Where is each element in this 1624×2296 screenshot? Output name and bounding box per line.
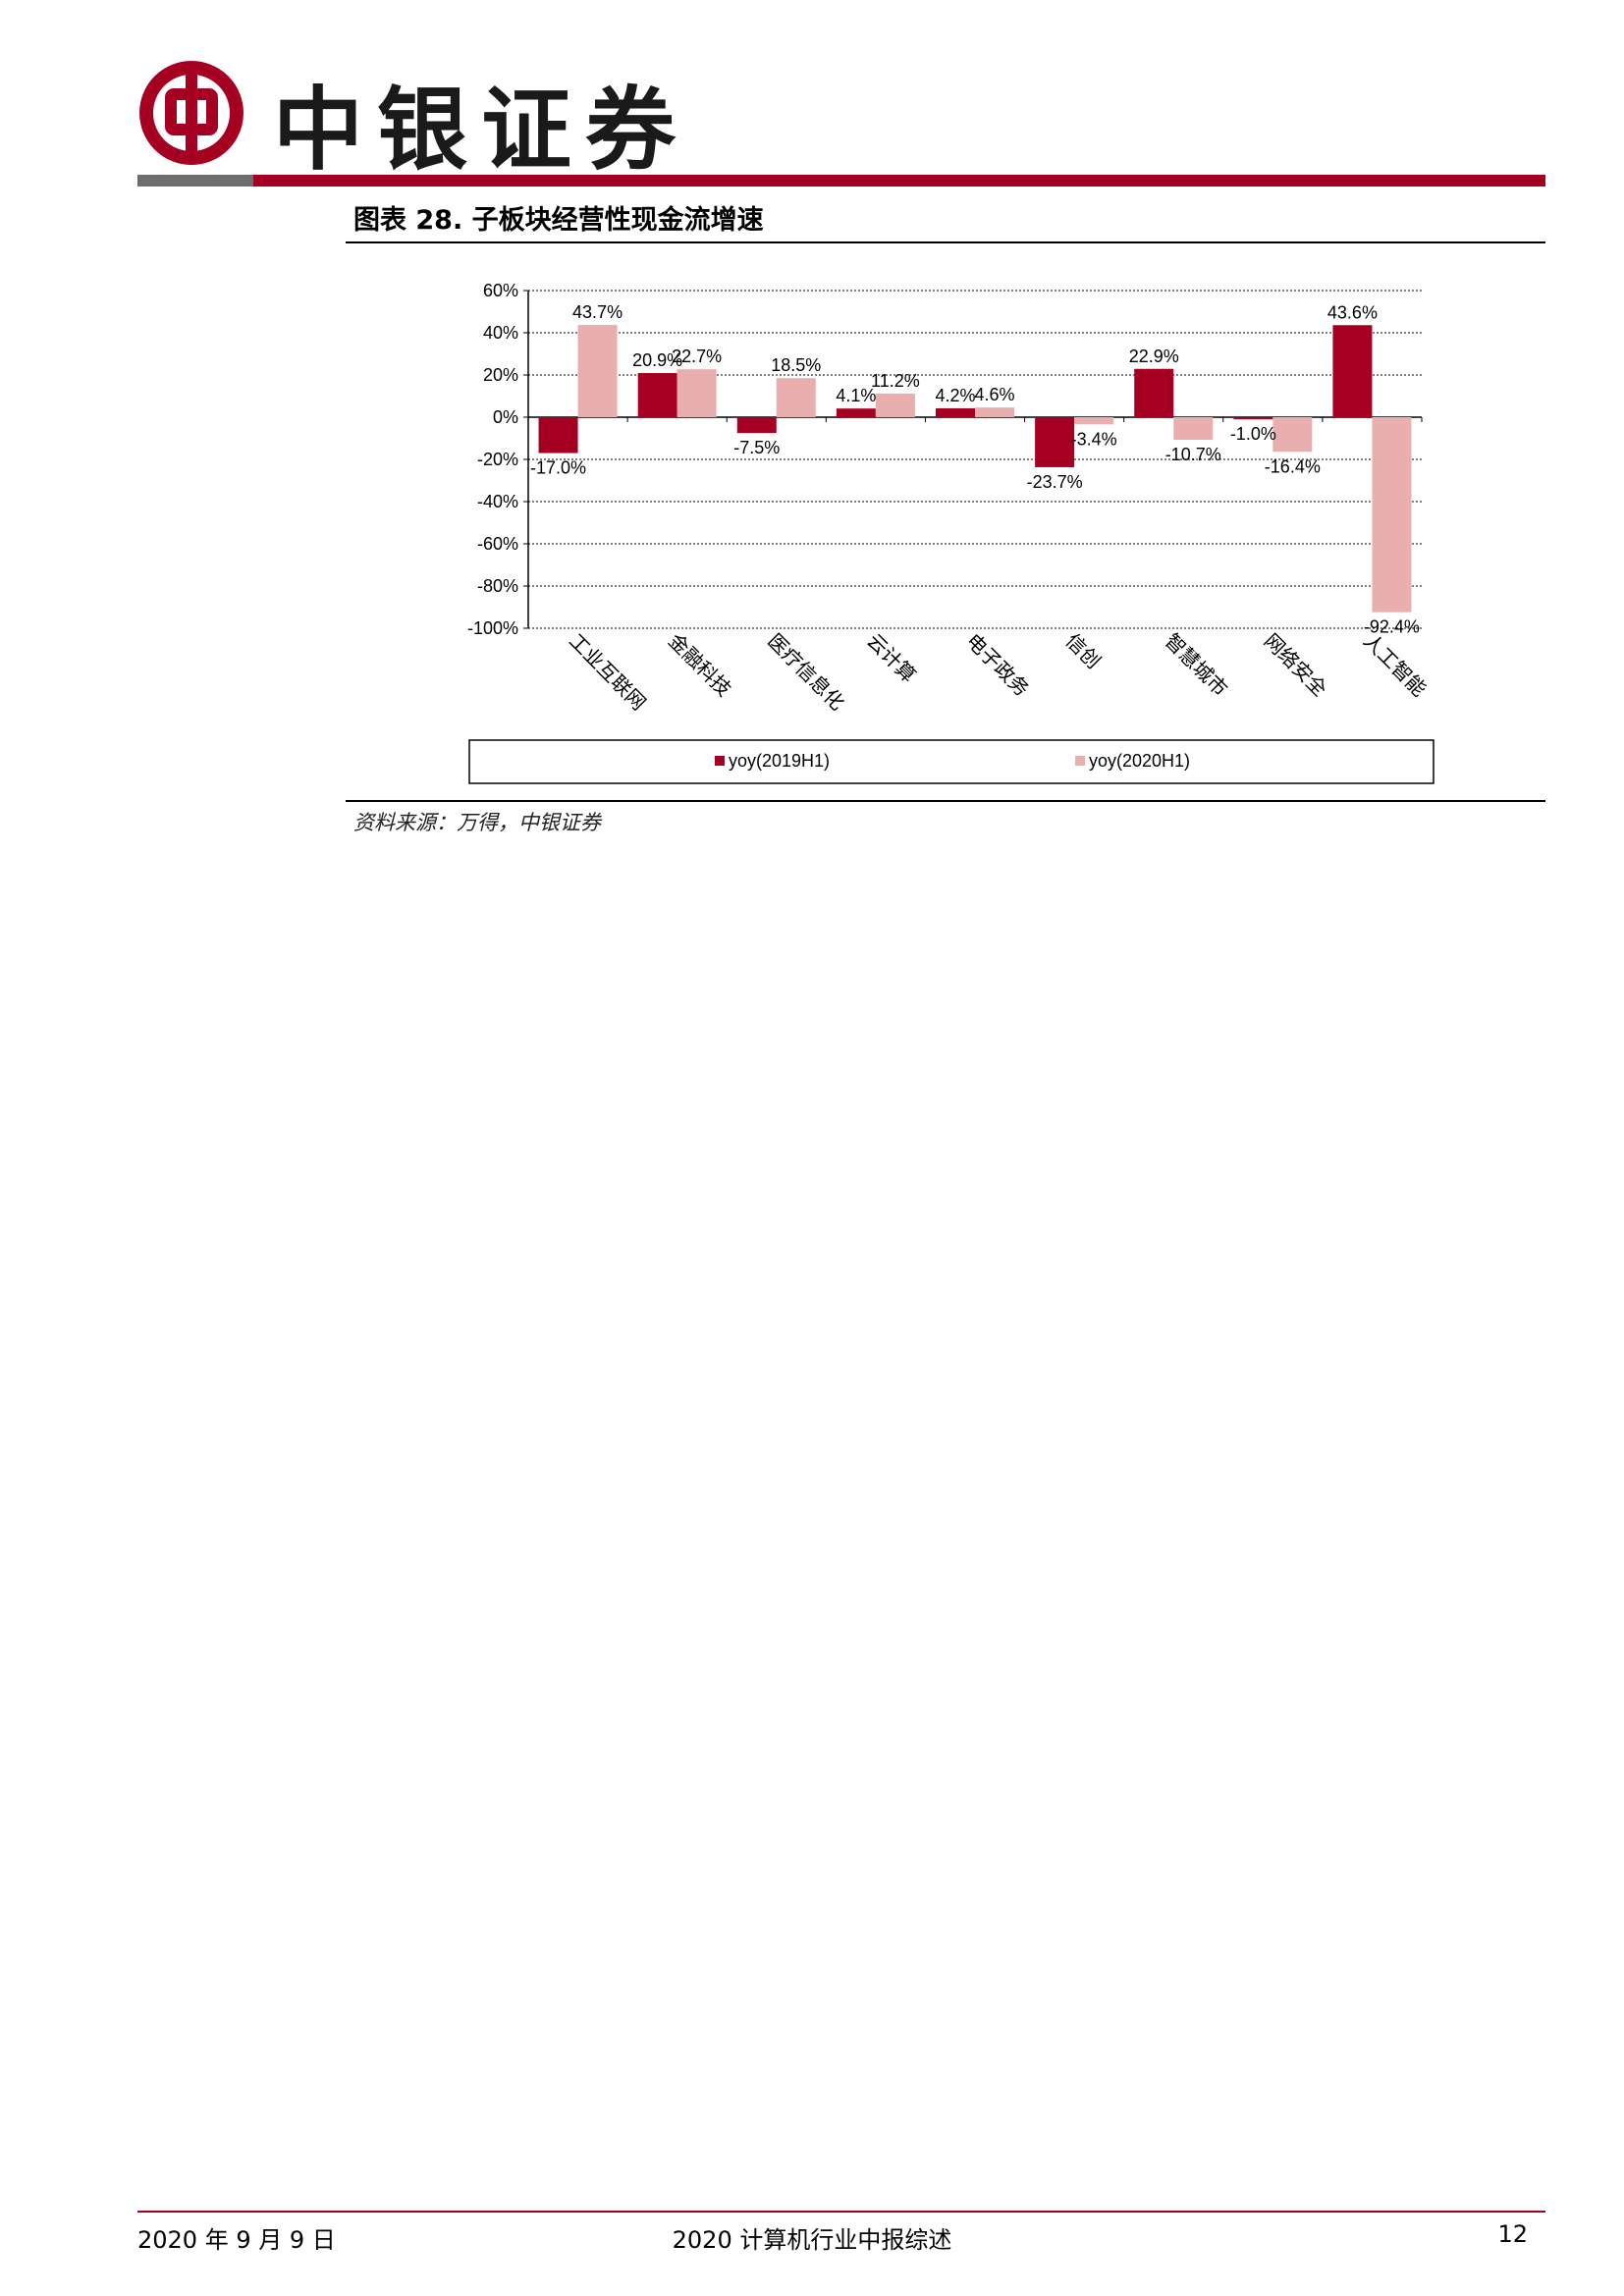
y-tick-label: -80% (477, 576, 518, 596)
data-label: -23.7% (1027, 472, 1083, 492)
bars (538, 325, 1412, 613)
bar-2020h1 (1173, 417, 1214, 441)
data-label: -7.5% (733, 438, 780, 457)
source-note: 资料来源：万得，中银证券 (353, 811, 601, 834)
x-category-label: 人工智能 (1359, 629, 1432, 702)
data-label: 4.2% (935, 386, 975, 405)
figure-title: 图表 28. 子板块经营性现金流增速 (353, 205, 764, 236)
header-bar-gray (137, 175, 253, 187)
y-tick-label: 40% (483, 323, 518, 343)
bar-2019h1 (538, 417, 578, 454)
x-category-label: 电子政务 (961, 629, 1034, 702)
y-tick-label: 60% (483, 281, 518, 300)
x-category-labels: 工业互联网 金融科技 医疗信息化 云计算 电子政务 信创 智慧城市 网络安全 人工智能 (565, 629, 1431, 716)
data-label: -17.0% (530, 458, 586, 478)
data-label: 4.1% (836, 386, 876, 405)
figure-rule-top (346, 241, 1545, 243)
x-category-label: 医疗信息化 (763, 629, 849, 716)
data-label: 4.6% (974, 385, 1014, 404)
data-label: -1.0% (1230, 424, 1276, 444)
header-bar-red (253, 175, 1545, 187)
bar-2019h1 (936, 407, 975, 417)
data-label: 43.6% (1327, 302, 1378, 322)
bar-2019h1 (1233, 417, 1273, 420)
y-tick-label: -40% (477, 492, 518, 511)
data-label: -10.7% (1165, 445, 1221, 464)
data-label: 22.7% (672, 347, 722, 366)
y-tick-labels: 60% 40% 20% 0% -20% -40% -60% -80% -100% (467, 281, 518, 638)
bank-logo (139, 61, 244, 165)
bar-2019h1 (1134, 368, 1174, 417)
bar-2019h1 (736, 417, 777, 434)
data-label: 18.5% (771, 355, 821, 375)
data-labels: -17.0% 20.9% -7.5% 4.1% 4.2% -23.7% 22.9% -1.0%… (530, 302, 1420, 637)
data-label: -92.4% (1364, 617, 1420, 637)
footer-doc-title: 2020 计算机行业中报综述 (672, 2226, 952, 2254)
x-category-label: 网络安全 (1260, 629, 1332, 702)
bar-2020h1 (776, 378, 816, 417)
data-label: 43.7% (572, 302, 623, 322)
bar-2020h1 (975, 407, 1014, 417)
x-category-label: 金融科技 (664, 629, 736, 702)
bar-2019h1 (836, 408, 876, 417)
x-category-label: 智慧城市 (1161, 629, 1233, 702)
data-label: 20.9% (632, 350, 682, 370)
legend-box (468, 739, 1435, 784)
figure-rule-bottom (346, 800, 1545, 802)
bar-2020h1 (875, 393, 915, 417)
bar-2019h1 (1332, 325, 1373, 417)
x-category-label: 云计算 (862, 629, 920, 687)
legend-label-2019: yoy(2019H1) (729, 751, 830, 771)
bar-2020h1 (1272, 417, 1313, 453)
y-tick-label: -100% (467, 618, 518, 638)
footer-date: 2020 年 9 月 9 日 (137, 2226, 336, 2254)
legend-swatch-2020 (1075, 756, 1085, 766)
y-tick-label: -60% (477, 534, 518, 554)
bar-2020h1 (1074, 417, 1114, 425)
brand-name: 中银证券 (273, 77, 690, 183)
bar-2019h1 (1035, 417, 1075, 467)
legend-label-2020: yoy(2020H1) (1089, 751, 1190, 771)
data-label: 11.2% (871, 371, 920, 391)
bar-chart: 60% 40% 20% 0% -20% -40% -60% -80% -100% -17.0% 2… (467, 281, 1435, 784)
legend-swatch-2019 (715, 756, 725, 766)
bar-2020h1 (1372, 417, 1412, 613)
page-number: 12 (1497, 2220, 1528, 2248)
bar-2020h1 (577, 325, 618, 417)
x-category-label: 信创 (1061, 629, 1106, 673)
legend: yoy(2019H1) yoy(2020H1) (468, 739, 1435, 784)
x-category-label: 工业互联网 (565, 629, 651, 716)
y-tick-label: 0% (493, 407, 518, 427)
data-label: -16.4% (1265, 456, 1321, 476)
bar-2019h1 (637, 373, 677, 417)
y-tick-label: 20% (483, 365, 518, 385)
y-tick-label: -20% (477, 450, 518, 469)
footer-rule (137, 2211, 1545, 2213)
bar-2020h1 (677, 369, 717, 417)
data-label: -3.4% (1071, 429, 1117, 449)
data-label: 22.9% (1129, 347, 1179, 366)
